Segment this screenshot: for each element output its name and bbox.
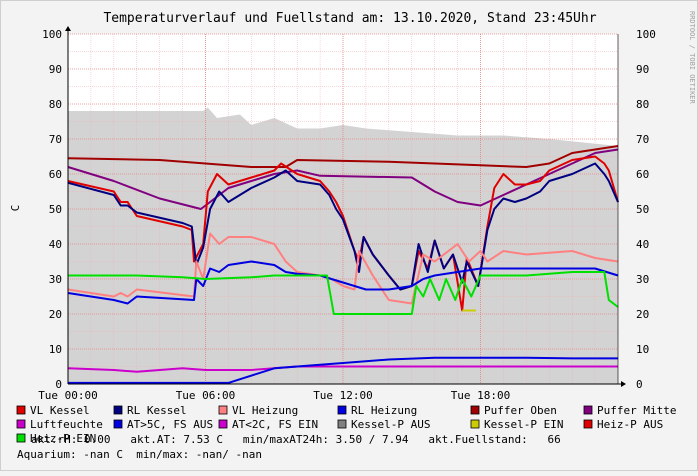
series-line-rl-kessel — [67, 162, 619, 291]
y-tick-label-left: 40 — [49, 238, 62, 251]
y-tick-label-right: 50 — [636, 203, 649, 216]
legend-label-luftfeuchte: Luftfeuchte — [30, 418, 103, 431]
legend-label-rl-heizung: RL Heizung — [351, 404, 417, 417]
legend-swatch-at-2c-fs-ein — [218, 419, 228, 429]
series-line-at-5c-fs-aus — [68, 356, 618, 384]
x-axis-arrow — [621, 381, 626, 387]
legend-label-vl-kessel: VL Kessel — [30, 404, 90, 417]
legend-swatch-puffer-oben — [470, 405, 480, 415]
x-tick-label: Tue 18:00 — [451, 389, 511, 402]
y-tick-label-right: 10 — [636, 343, 649, 356]
legend-label-puffer-mitte: Puffer Mitte — [597, 404, 676, 417]
series-line-heiz-p-ein — [68, 271, 619, 315]
y-tick-label-right: 60 — [636, 168, 649, 181]
y-tick-label-left: 50 — [49, 203, 62, 216]
x-tick-label: Tue 12:00 — [313, 389, 373, 402]
y-tick-label-left: 0 — [55, 378, 62, 391]
legend-swatch-heiz-p-ein — [16, 433, 26, 443]
legend-swatch-heiz-p-aus — [583, 419, 593, 429]
legend-swatch-vl-kessel — [16, 405, 26, 415]
legend-swatch-at-5c-fs-aus — [113, 419, 123, 429]
plot-area: 0 0 10 10 20 20 30 30 40 40 50 50 60 60 70 70 80 80 90 90 10… — [38, 26, 656, 402]
legend-swatch-kessel-p-ein — [470, 419, 480, 429]
legend-label-heiz-p-ein: Heiz-P EIN — [30, 432, 96, 445]
y-tick-label-left: 100 — [42, 28, 62, 41]
legend-swatch-rl-heizung — [337, 405, 347, 415]
y-axis-label: C — [9, 205, 22, 212]
legend-label-rl-kessel: RL Kessel — [127, 404, 187, 417]
legend-label-kessel-p-aus: Kessel-P AUS — [351, 418, 430, 431]
legend-label-at-5c-fs-aus: AT>5C, FS AUS — [127, 418, 213, 431]
series-line-luftfeuchte — [67, 365, 618, 373]
legend-label-vl-heizung: VL Heizung — [232, 404, 298, 417]
y-tick-label-left: 20 — [49, 308, 62, 321]
legend-label-heiz-p-aus: Heiz-P AUS — [597, 418, 663, 431]
watermark: RRDTOOL / TOBI OETIKER — [688, 11, 696, 105]
y-tick-label-right: 40 — [636, 238, 649, 251]
y-tick-label-left: 10 — [49, 343, 62, 356]
legend-label-at-2c-fs-ein: AT<2C, FS EIN — [232, 418, 318, 431]
legend-swatch-luftfeuchte — [16, 419, 26, 429]
legend: VL Kessel RL Kessel VL Heizung RL Heizung Pu… — [16, 404, 676, 445]
y-tick-label-left: 30 — [49, 273, 62, 286]
y-tick-label-right: 30 — [636, 273, 649, 286]
legend-swatch-kessel-p-aus — [337, 419, 347, 429]
chart-title: Temperaturverlauf und Fuellstand am: 13.… — [103, 11, 596, 26]
y-tick-label-right: 100 — [636, 28, 656, 41]
y-tick-label-right: 90 — [636, 63, 649, 76]
x-tick-label: Tue 00:00 — [38, 389, 98, 402]
legend-label-kessel-p-ein: Kessel-P EIN — [484, 418, 563, 431]
legend-label-puffer-oben: Puffer Oben — [484, 404, 557, 417]
y-tick-label-right: 20 — [636, 308, 649, 321]
y-axis-arrow — [65, 26, 71, 31]
y-tick-label-left: 60 — [49, 168, 62, 181]
y-tick-label-right: 80 — [636, 98, 649, 111]
series-line-puffer-oben — [67, 145, 619, 168]
legend-swatch-puffer-mitte — [583, 405, 593, 415]
status-line-2: Aquarium: -nan C min/max: -nan/ -nan — [17, 448, 262, 461]
y-tick-label-left: 90 — [49, 63, 62, 76]
legend-swatch-vl-heizung — [218, 405, 228, 415]
legend-swatch-rl-kessel — [113, 405, 123, 415]
status-line-1: akt.rH: 0.00 akt.AT: 7.53 C min/maxAT24h… — [31, 433, 561, 446]
y-tick-label-left: 70 — [49, 133, 62, 146]
y-tick-label-right: 70 — [636, 133, 649, 146]
x-tick-label: Tue 06:00 — [176, 389, 236, 402]
y-tick-label-left: 80 — [49, 98, 62, 111]
y-tick-label-right: 0 — [636, 378, 643, 391]
